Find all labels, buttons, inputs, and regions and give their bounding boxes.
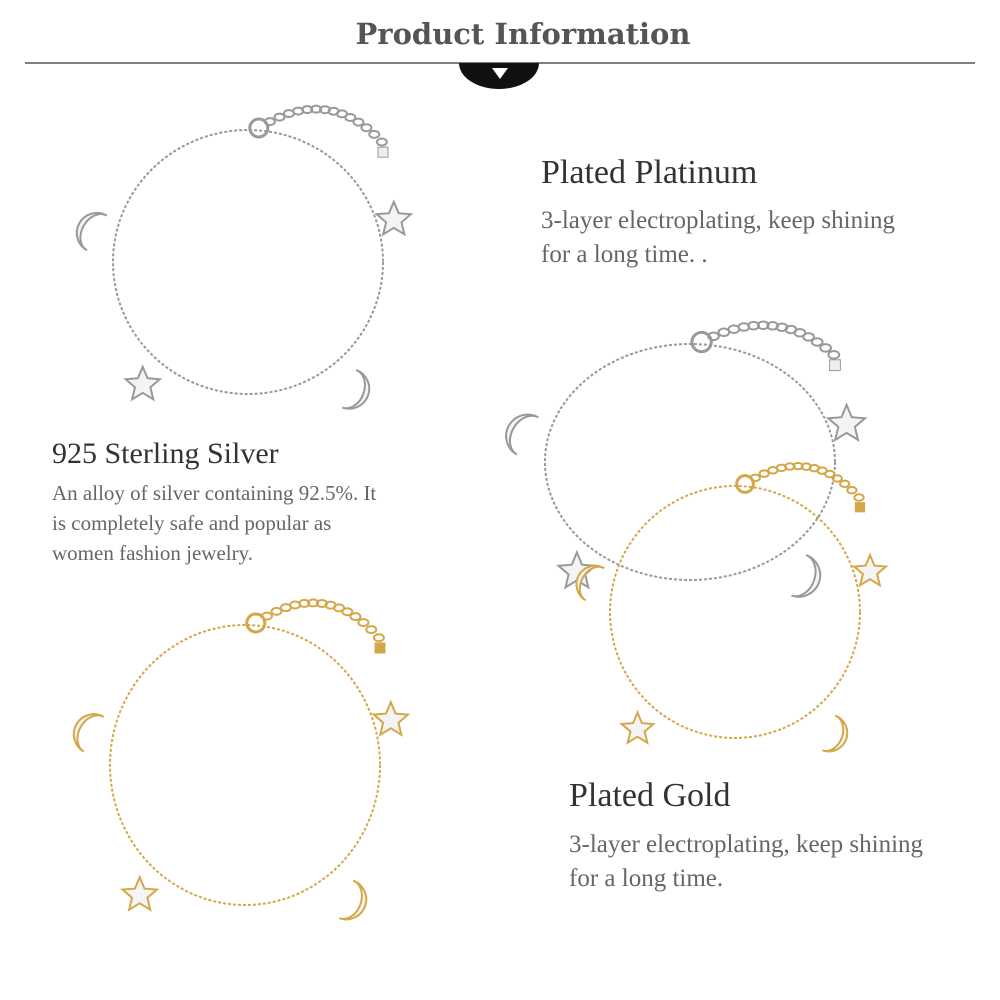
extender-link (260, 611, 273, 621)
extender-link (792, 461, 804, 471)
moon-charm (342, 368, 371, 410)
section-text: for a long time. (569, 865, 723, 892)
star-charm (371, 699, 411, 737)
section-text: An alloy of silver containing 92.5%. It (52, 481, 376, 505)
extender-link (839, 479, 851, 489)
star-charm (825, 402, 868, 443)
extender-link (375, 137, 388, 147)
extender-link (824, 469, 836, 479)
header-title: Product Information (355, 17, 690, 51)
tag (854, 502, 866, 513)
section-title: Plated Platinum (541, 154, 757, 191)
tag (377, 146, 389, 158)
bracelet (72, 598, 411, 921)
chain (112, 129, 384, 395)
tag (374, 642, 386, 654)
extender-link (756, 320, 770, 331)
section-title: Plated Gold (569, 777, 730, 814)
extender-link (372, 633, 385, 643)
extender-link (273, 112, 286, 122)
bracelet (575, 461, 889, 753)
chain (609, 485, 861, 739)
extender-link (747, 320, 761, 331)
extender-link (365, 625, 378, 635)
moon-charm (575, 564, 605, 602)
chain (109, 624, 381, 906)
section-title: 925 Sterling Silver (52, 437, 279, 470)
extender-link (352, 117, 365, 127)
moon-charm (72, 713, 105, 753)
section-text: women fashion jewelry. (52, 541, 253, 565)
extender-link (707, 331, 720, 342)
extender-link (831, 474, 843, 483)
extender-link (819, 343, 832, 353)
moon-charm (504, 413, 539, 456)
extender-link (802, 332, 816, 342)
extender-link (793, 328, 807, 338)
moon-charm (822, 714, 849, 753)
extender-link (846, 485, 858, 495)
star-charm (851, 552, 889, 588)
extender-link (749, 473, 761, 483)
extender-link (368, 129, 381, 139)
tag (829, 359, 841, 372)
clasp (735, 474, 755, 494)
clasp (248, 117, 270, 139)
extender-link (349, 612, 362, 622)
section-text: 3-layer electroplating, keep shining (541, 207, 896, 234)
extender-link (333, 603, 346, 613)
extender-link (717, 327, 731, 338)
star-charm (120, 874, 160, 912)
extender-link (810, 337, 824, 347)
clasp (245, 612, 267, 634)
clasp (690, 330, 713, 354)
extender-link (360, 123, 373, 133)
extender-link (263, 117, 276, 127)
moon-charm (791, 554, 822, 598)
extender-link (310, 104, 323, 114)
extender-link (766, 321, 780, 331)
extender-link (827, 349, 841, 360)
extender-link (341, 607, 354, 617)
bracelet (504, 320, 868, 598)
moon-charm (339, 879, 368, 921)
bracelet (75, 104, 414, 410)
star-charm (123, 364, 163, 402)
star-charm (619, 709, 656, 745)
section-text: for a long time. . (541, 241, 708, 268)
chain (544, 343, 836, 581)
extender-link (301, 105, 314, 115)
star-charm (374, 199, 414, 237)
extender-link (758, 469, 770, 478)
moon-charm (75, 211, 108, 252)
section-text: 3-layer electroplating, keep shining (569, 831, 924, 858)
extender-link (853, 493, 865, 502)
header-arrow (492, 68, 508, 79)
extender-link (307, 598, 320, 608)
extender-link (270, 606, 283, 616)
section-text: is completely safe and popular as (52, 511, 331, 535)
extender-link (344, 112, 357, 122)
extender-link (357, 618, 370, 628)
extender-link (298, 598, 311, 608)
